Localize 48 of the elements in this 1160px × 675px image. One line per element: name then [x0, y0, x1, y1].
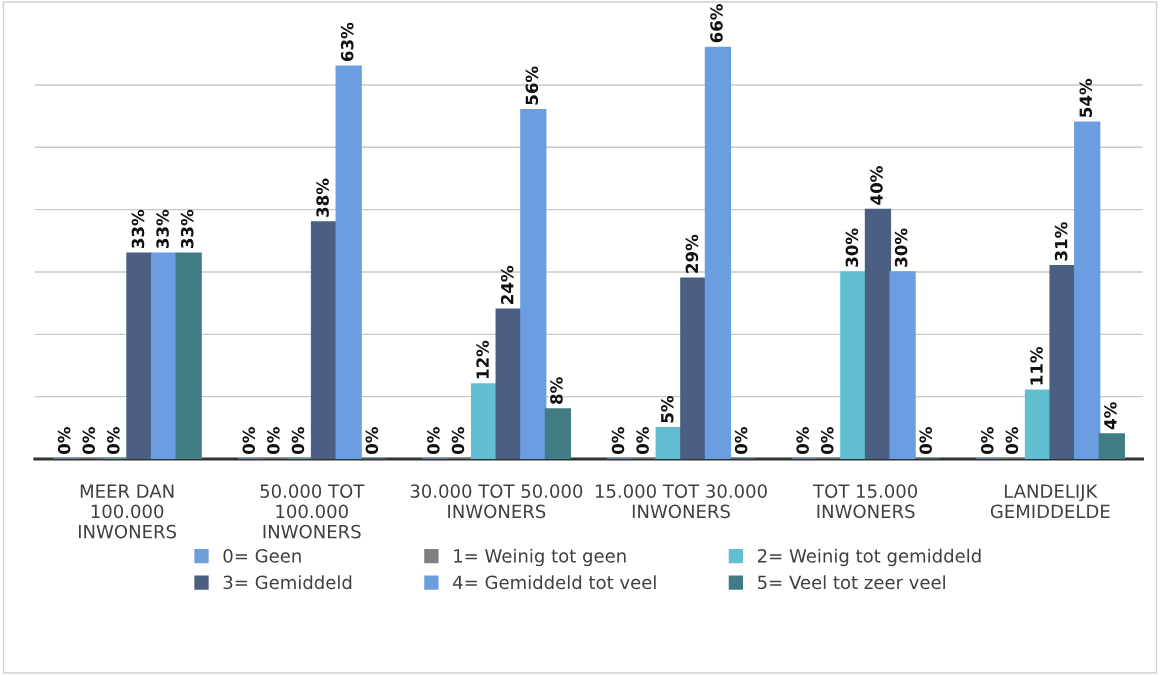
x-tick-label: 30.000 TOT 50.000 INWONERS	[410, 484, 583, 519]
data-label: 31%	[1054, 222, 1068, 261]
data-label: 66%	[710, 4, 723, 43]
legend-label: 4= Gemiddeld tot veel	[453, 575, 656, 590]
legend-label: 5= Veel tot zeer veel	[758, 575, 945, 590]
data-label: 0%	[267, 427, 280, 455]
data-label: 54%	[1079, 78, 1093, 117]
legend-label: 3= Gemiddeld	[223, 575, 352, 590]
data-label: 0%	[365, 427, 379, 455]
data-label: 33%	[156, 209, 169, 248]
data-label: 30%	[894, 228, 908, 267]
data-label: 0%	[980, 427, 994, 455]
data-label: 24%	[500, 265, 514, 304]
data-label: 33%	[131, 209, 145, 248]
data-label: 11%	[1030, 346, 1043, 385]
data-label: 29%	[685, 234, 699, 273]
data-label: 0%	[636, 427, 649, 455]
data-label: 0%	[734, 427, 748, 455]
data-label: 0%	[291, 427, 305, 455]
x-tick-label: LANDELIJK GEMIDDELDE	[990, 484, 1110, 519]
x-tick-label: 15.000 TOT 30.000 INWONERS	[595, 484, 767, 519]
data-label: 63%	[340, 22, 354, 62]
data-label: 12%	[476, 340, 489, 379]
x-tick-label: TOT 15.000 INWONERS	[813, 484, 918, 519]
data-label: 40%	[870, 166, 883, 205]
data-label: 56%	[525, 66, 539, 105]
data-label: 33%	[180, 209, 194, 248]
data-label: 0%	[107, 427, 120, 455]
data-label: 0%	[611, 427, 625, 455]
data-label: 8%	[550, 377, 563, 404]
data-label: 0%	[796, 427, 809, 455]
data-label: 5%	[660, 395, 674, 423]
data-label: 0%	[1005, 427, 1019, 455]
data-label: 0%	[242, 427, 256, 455]
legend-label: 2= Weinig tot gemiddeld	[757, 548, 981, 567]
legend-label: 0= Geen	[223, 549, 301, 563]
data-label: 0%	[427, 427, 440, 455]
data-label: 4%	[1104, 402, 1117, 430]
data-label: 38%	[316, 178, 329, 217]
x-tick-label: MEER DAN 100.000 INWONERS	[78, 484, 177, 539]
data-label: 30%	[845, 228, 859, 267]
data-label: 0%	[919, 427, 933, 455]
data-label: 0%	[82, 427, 96, 455]
data-label: 0%	[820, 427, 834, 455]
data-label: 0%	[57, 427, 71, 455]
data-label: 0%	[451, 427, 465, 455]
legend-label: 1= Weinig tot geen	[454, 548, 626, 567]
x-tick-label: 50.000 TOT 100.000 INWONERS	[260, 484, 365, 539]
